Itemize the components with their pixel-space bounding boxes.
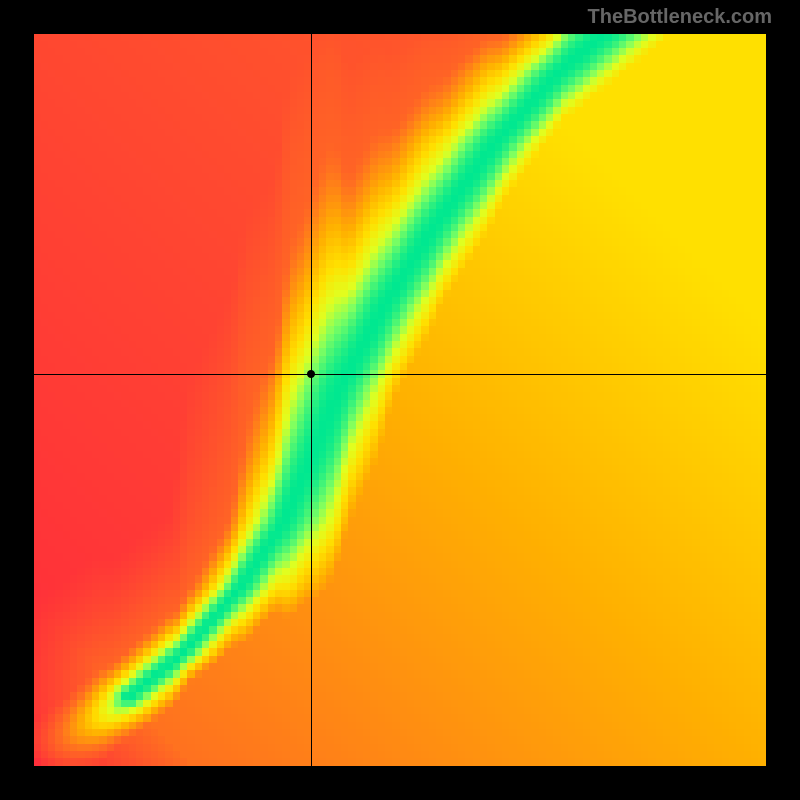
crosshair-horizontal-line bbox=[34, 374, 766, 375]
bottleneck-heatmap bbox=[34, 34, 766, 766]
chart-container: TheBottleneck.com bbox=[0, 0, 800, 800]
crosshair-dot bbox=[307, 370, 315, 378]
watermark-text: TheBottleneck.com bbox=[588, 6, 772, 29]
crosshair-vertical-line bbox=[311, 34, 312, 766]
